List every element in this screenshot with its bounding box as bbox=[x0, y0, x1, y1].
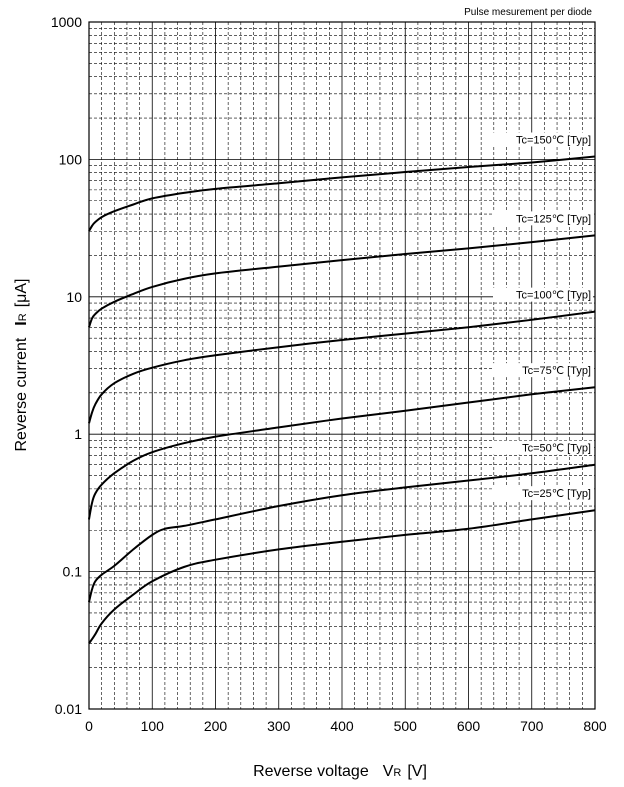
series-label-bg-4 bbox=[493, 440, 593, 455]
series-label-0: Tc=150℃ [Typ] bbox=[516, 134, 591, 146]
series-line-1 bbox=[88, 234, 596, 328]
x-tick-label: 300 bbox=[267, 718, 291, 734]
tick-labels: 0 100 200 300 400 500 600 700 800 0.01 0.1 1 10 100 10… bbox=[51, 14, 607, 734]
series-labels: Tc=150℃ [Typ] Tc=125℃ [Typ] Tc=100℃ [Typ] T… bbox=[493, 132, 593, 501]
series-group bbox=[88, 155, 596, 644]
y-axis-unit: [μA] bbox=[13, 278, 30, 307]
series-label-bg-2 bbox=[493, 287, 593, 302]
series-label-5: Tc=25℃ [Typ] bbox=[522, 488, 591, 500]
y-axis-symbol: I bbox=[13, 321, 30, 325]
y-axis-title: Reverse current IR [μA] bbox=[13, 278, 30, 451]
x-tick-label: 700 bbox=[520, 718, 544, 734]
series-label-bg-3 bbox=[493, 363, 593, 378]
series-label-4: Tc=50℃ [Typ] bbox=[522, 443, 591, 455]
series-label-bg-1 bbox=[493, 211, 593, 226]
x-axis-unit: [V] bbox=[407, 763, 427, 780]
measurement-note: Pulse mesurement per diode bbox=[464, 7, 592, 18]
x-axis-symbol: V bbox=[383, 763, 394, 780]
series-label-3: Tc=75℃ [Typ] bbox=[522, 365, 591, 377]
x-tick-label: 800 bbox=[583, 718, 607, 734]
x-tick-label: 400 bbox=[330, 718, 354, 734]
plot-frame bbox=[88, 21, 596, 710]
x-axis-subscript: R bbox=[393, 767, 401, 779]
series-line-3 bbox=[88, 386, 596, 520]
series-label-bg-0 bbox=[493, 132, 593, 147]
x-axis-title: Reverse voltage VR [V] bbox=[253, 763, 427, 780]
series-label-1: Tc=125℃ [Typ] bbox=[516, 213, 591, 225]
y-tick-label: 1 bbox=[74, 426, 82, 442]
x-axis-label: Reverse voltage bbox=[253, 763, 369, 780]
y-tick-label: 10 bbox=[66, 289, 82, 305]
y-tick-label: 0.1 bbox=[63, 564, 83, 580]
series-line-5 bbox=[88, 509, 596, 644]
y-tick-label: 100 bbox=[59, 151, 83, 167]
x-tick-label: 600 bbox=[457, 718, 481, 734]
y-axis-subscript: R bbox=[17, 313, 29, 321]
series-line-4 bbox=[88, 463, 596, 603]
y-axis-label: Reverse current bbox=[13, 337, 30, 451]
series-label-2: Tc=100℃ [Typ] bbox=[516, 290, 591, 302]
x-tick-label: 500 bbox=[394, 718, 418, 734]
y-tick-label: 0.01 bbox=[55, 701, 82, 717]
series-label-bg-5 bbox=[493, 486, 593, 501]
series-line-2 bbox=[88, 310, 596, 424]
x-tick-label: 100 bbox=[141, 718, 165, 734]
y-tick-label: 1000 bbox=[51, 14, 82, 30]
x-tick-label: 0 bbox=[85, 718, 93, 734]
grid-lines bbox=[89, 22, 595, 709]
series-line-0 bbox=[88, 155, 596, 232]
x-tick-label: 200 bbox=[204, 718, 228, 734]
